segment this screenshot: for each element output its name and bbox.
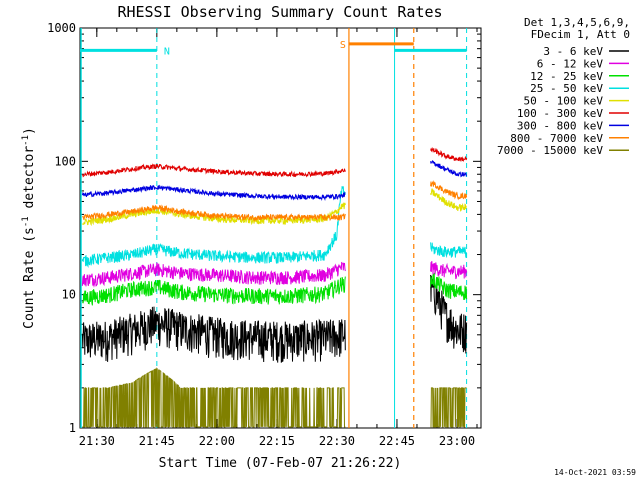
y-tick-label: 10 (62, 288, 76, 302)
legend-label: 6 - 12 keV (537, 57, 604, 70)
legend-header-line-2: FDecim 1, Att 0 (531, 28, 630, 41)
series-12-25kev (81, 272, 468, 306)
series-300-800kev (81, 160, 468, 202)
y-axis-label: Count Rate (s-1 detector-1) (21, 127, 37, 329)
legend-label: 100 - 300 keV (517, 107, 603, 120)
legend-label: 25 - 50 keV (530, 82, 603, 95)
y-tick-label: 1 (69, 421, 76, 435)
series-line (430, 387, 467, 428)
series-line (430, 180, 468, 201)
legend-label: 12 - 25 keV (530, 70, 603, 83)
series-100-300kev (81, 146, 468, 178)
x-tick-label: 22:45 (379, 434, 415, 448)
series-line (430, 260, 468, 280)
annotation-label: S (340, 40, 346, 51)
x-tick-label: 21:45 (139, 434, 175, 448)
series-line (81, 204, 346, 223)
x-tick-label: 22:00 (199, 434, 235, 448)
series-line (81, 261, 346, 288)
x-tick-label: 22:15 (259, 434, 295, 448)
chart-title: RHESSI Observing Summary Count Rates (117, 3, 442, 21)
x-axis-label: Start Time (07-Feb-07 21:26:22) (159, 456, 402, 471)
series-line (430, 242, 468, 259)
plot-area: 1 10 100 1000 21:30 21:45 22:00 22:15 22:30 22:45… (47, 21, 482, 448)
series-line (430, 187, 467, 212)
series-3-6kev (81, 273, 468, 363)
legend: Det 1,3,4,5,6,9, FDecim 1, Att 0 3 - 6 k… (497, 16, 630, 157)
series-line (81, 276, 346, 306)
legend-label: 300 - 800 keV (517, 119, 603, 132)
legend-label: 50 - 100 keV (524, 95, 604, 108)
series-layer (81, 146, 468, 428)
series-25-50kev (81, 186, 468, 268)
series-line (430, 146, 468, 163)
series-50-100kev (81, 187, 467, 227)
series-800-7000kev (81, 180, 468, 223)
series-line (430, 272, 468, 301)
series-7000-15000kev (82, 367, 467, 428)
series-line (430, 273, 468, 354)
footer-timestamp: 14-Oct-2021 03:59 (554, 468, 636, 477)
legend-label: 3 - 6 keV (543, 45, 603, 58)
series-line (430, 160, 468, 178)
x-tick-label: 23:00 (439, 434, 475, 448)
plot-frame (79, 27, 482, 429)
legend-label: 7000 - 15000 keV (497, 144, 603, 157)
series-line (81, 306, 346, 363)
y-tick-label: 100 (54, 154, 76, 168)
series-line (81, 163, 346, 178)
series-line (81, 186, 346, 268)
legend-label: 800 - 7000 keV (510, 132, 603, 145)
y-tick-label: 1000 (47, 21, 76, 35)
series-line (81, 184, 346, 202)
series-6-12kev (81, 260, 468, 288)
legend-header-line-1: Det 1,3,4,5,6,9, (524, 16, 630, 29)
series-line (82, 367, 346, 428)
annotation-label: N (164, 46, 170, 57)
x-tick-label: 22:30 (319, 434, 355, 448)
x-tick-label: 21:30 (79, 434, 115, 448)
